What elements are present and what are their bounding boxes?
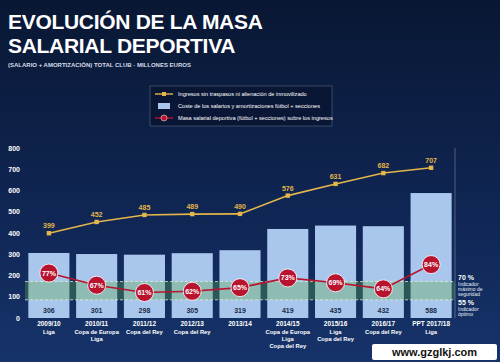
category-label: 2010/11 — [85, 320, 109, 327]
point — [47, 231, 51, 235]
subtitle: (SALARIO + AMORTIZACIÓN) TOTAL CLUB · MI… — [8, 62, 191, 68]
category-label: 2009/10 — [37, 320, 61, 327]
trophy-label: Copa del Rey — [269, 343, 306, 349]
point — [422, 256, 440, 274]
line-label: 707 — [425, 157, 437, 164]
watermark-box — [372, 344, 497, 360]
percent-label: 77% — [42, 270, 57, 277]
line-label: 452 — [91, 211, 103, 218]
legend-label: Masa salarial deportiva (fútbol + seccio… — [178, 115, 333, 121]
line-label: 682 — [377, 162, 389, 169]
legend-label: Coste de los salarios y amortizaciones f… — [178, 103, 320, 109]
percent-label: 64% — [376, 285, 391, 292]
point — [333, 182, 337, 186]
trophy-label: Liga — [425, 329, 438, 335]
y-tick-label: 300 — [8, 251, 20, 258]
legend-box — [150, 86, 332, 126]
bar-label: 435 — [330, 307, 342, 314]
line-label: 631 — [330, 173, 342, 180]
trophy-label: Liga — [91, 336, 104, 342]
percent-label: 69% — [329, 279, 344, 286]
bar-label: 298 — [139, 307, 151, 314]
trophy-label: Copa de Europa — [74, 329, 119, 335]
legend-swatch — [158, 103, 170, 109]
point — [142, 213, 146, 217]
percent-label: 62% — [185, 288, 200, 295]
trophy-label: Liga — [330, 329, 343, 335]
threshold-note: Indicadoróptimo — [458, 306, 479, 317]
trophy-label: Copa del Rey — [174, 329, 211, 335]
category-label: 2016/17 — [372, 320, 396, 327]
category-label: 2014/15 — [276, 320, 300, 327]
line-label: 489 — [186, 203, 198, 210]
bar — [267, 229, 308, 318]
point — [327, 274, 345, 292]
category-label: PPT 2017/18 — [412, 320, 450, 327]
percent-label: 67% — [90, 282, 105, 289]
point — [88, 276, 106, 294]
watermark: www.gzglkj.com — [391, 346, 477, 358]
point — [374, 280, 392, 298]
chart: 0 100 200 300 400 500 600 700 800 306 301 298 305 319… — [0, 0, 500, 362]
line-label: 490 — [234, 203, 246, 210]
trophy-label: Copa del Rey — [126, 329, 163, 335]
line — [49, 168, 431, 233]
y-tick-label: 700 — [8, 166, 20, 173]
legend-label: Ingresos sin traspasos ni alienación de … — [178, 91, 307, 97]
y-tick-label: 600 — [8, 187, 20, 194]
category-label: 2011/12 — [133, 320, 157, 327]
category-label: 2012/13 — [180, 320, 204, 327]
y-tick-label: 400 — [8, 230, 20, 237]
point — [183, 282, 201, 300]
line-label: 485 — [139, 204, 151, 211]
point — [190, 212, 194, 216]
bar-label: 319 — [234, 307, 246, 314]
trophy-label: Liga — [43, 329, 56, 335]
point — [40, 264, 58, 282]
y-tick-label: 500 — [8, 208, 20, 215]
point — [429, 166, 433, 170]
line-label: 399 — [43, 222, 55, 229]
bar — [315, 226, 356, 318]
y-tick-label: 200 — [8, 272, 20, 279]
bar-label: 301 — [91, 307, 103, 314]
page: EVOLUCIÓN DE LA MASA SALARIAL DEPORTIVA … — [0, 0, 500, 362]
bar-label: 419 — [282, 307, 294, 314]
trophy-label: Liga — [282, 336, 295, 342]
bar-label: 432 — [377, 307, 389, 314]
trophy-label: Copa del Rey — [365, 329, 402, 335]
plot-marks — [25, 166, 455, 318]
point — [94, 220, 98, 224]
y-tick-label: 800 — [8, 145, 20, 152]
point — [231, 279, 249, 297]
category-label: 2015/16 — [324, 320, 348, 327]
threshold-note: Indicadormáximo deseguridad — [458, 281, 483, 297]
percent-label: 61% — [137, 289, 152, 296]
y-tick-label: 0 — [16, 315, 20, 322]
line-label: 576 — [282, 185, 294, 192]
threshold-line — [25, 299, 455, 300]
point — [238, 212, 242, 216]
legend-swatch — [162, 92, 166, 96]
y-tick-label: 100 — [8, 293, 20, 300]
point — [279, 269, 297, 287]
title: EVOLUCIÓN DE LA MASA SALARIAL DEPORTIVA — [8, 10, 328, 58]
percent-label: 73% — [281, 274, 296, 281]
point — [381, 171, 385, 175]
category-label: 2013/14 — [228, 320, 252, 327]
point — [135, 284, 153, 302]
bar — [363, 226, 404, 318]
percent-label: 84% — [424, 261, 439, 268]
bar-label: 305 — [186, 307, 198, 314]
y2-tick-label: 55 % — [458, 299, 475, 306]
trophy-label: Copa de Europa — [266, 329, 311, 335]
y2-tick-label: 70 % — [458, 274, 475, 281]
bar-label: 306 — [43, 307, 55, 314]
point — [286, 193, 290, 197]
trophy-label: Copa del Rey — [317, 336, 354, 342]
legend-swatch — [161, 115, 167, 121]
bar-label: 588 — [425, 307, 437, 314]
percent-label: 65% — [233, 284, 248, 291]
